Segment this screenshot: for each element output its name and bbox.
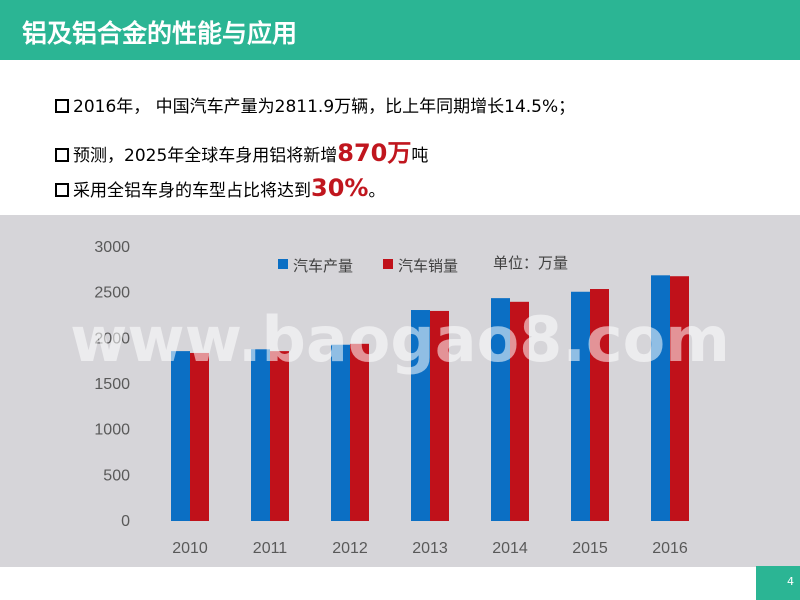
bar-sales (270, 351, 289, 521)
bullet-highlight: 30% (311, 174, 369, 202)
y-tick-label: 1000 (94, 422, 130, 439)
y-tick-label: 1500 (94, 376, 130, 393)
bar-production (571, 291, 590, 521)
legend-label: 汽车产量 (293, 257, 353, 275)
y-tick-label: 3000 (94, 239, 130, 256)
page-number: 4 (787, 575, 794, 588)
bar-sales (510, 301, 529, 521)
x-tick-label: 2010 (172, 540, 208, 557)
bullet-text: 吨 (411, 146, 429, 166)
page-number-box: 4 (756, 566, 800, 600)
x-tick-label: 2011 (253, 540, 288, 557)
square-bullet-icon (55, 183, 69, 197)
x-tick-label: 2012 (332, 540, 368, 557)
title-bar: 铝及铝合金的性能与应用 (0, 0, 800, 60)
legend-swatch (278, 259, 288, 269)
x-tick-label: 2016 (652, 540, 688, 557)
legend-label: 汽车销量 (398, 257, 458, 275)
bar-production (171, 351, 190, 521)
bar-sales (350, 343, 369, 521)
bullet-text: 2016年， 中国汽车产量为2811.9万辆，比上年同期增长14.5%； (73, 97, 576, 117)
bar-production (251, 349, 270, 521)
bullet-item: 采用全铝车身的车型占比将达到 30% 。 (55, 174, 575, 215)
y-tick-label: 0 (121, 513, 130, 530)
legend-swatch (383, 259, 393, 269)
y-tick-label: 500 (103, 467, 130, 484)
x-tick-label: 2015 (572, 540, 608, 557)
slide-title: 铝及铝合金的性能与应用 (22, 19, 298, 48)
bar-sales (590, 289, 609, 521)
bullet-text: 。 (368, 181, 386, 201)
watermark-text: www.baogao8.com (70, 303, 730, 376)
square-bullet-icon (55, 99, 69, 113)
x-tick-label: 2013 (412, 540, 448, 557)
bullet-list: 2016年， 中国汽车产量为2811.9万辆，比上年同期增长14.5%； 预测，… (55, 92, 575, 215)
bar-production (411, 310, 430, 521)
square-bullet-icon (55, 148, 69, 162)
bullet-text: 采用全铝车身的车型占比将达到 (73, 181, 311, 201)
bar-production (491, 298, 510, 521)
bullet-item: 预测，2025年全球车身用铝将新增 870万 吨 (55, 133, 575, 174)
bullet-text: 预测，2025年全球车身用铝将新增 (73, 146, 338, 166)
bar-sales (190, 352, 209, 521)
bar-production (331, 344, 350, 521)
x-tick-label: 2014 (492, 540, 528, 557)
bullet-item: 2016年， 中国汽车产量为2811.9万辆，比上年同期增长14.5%； (55, 92, 575, 133)
y-tick-label: 2500 (94, 285, 130, 302)
bar-production (651, 275, 670, 521)
unit-note: 单位：万量 (493, 254, 568, 272)
bar-sales (430, 310, 449, 521)
bullet-highlight: 870万 (337, 139, 412, 167)
bar-sales (670, 276, 689, 521)
y-tick-label: 2000 (94, 330, 130, 347)
bar-chart: 0 500 1000 1500 2000 2500 3000 2010 2011 2012 2013… (70, 239, 730, 557)
